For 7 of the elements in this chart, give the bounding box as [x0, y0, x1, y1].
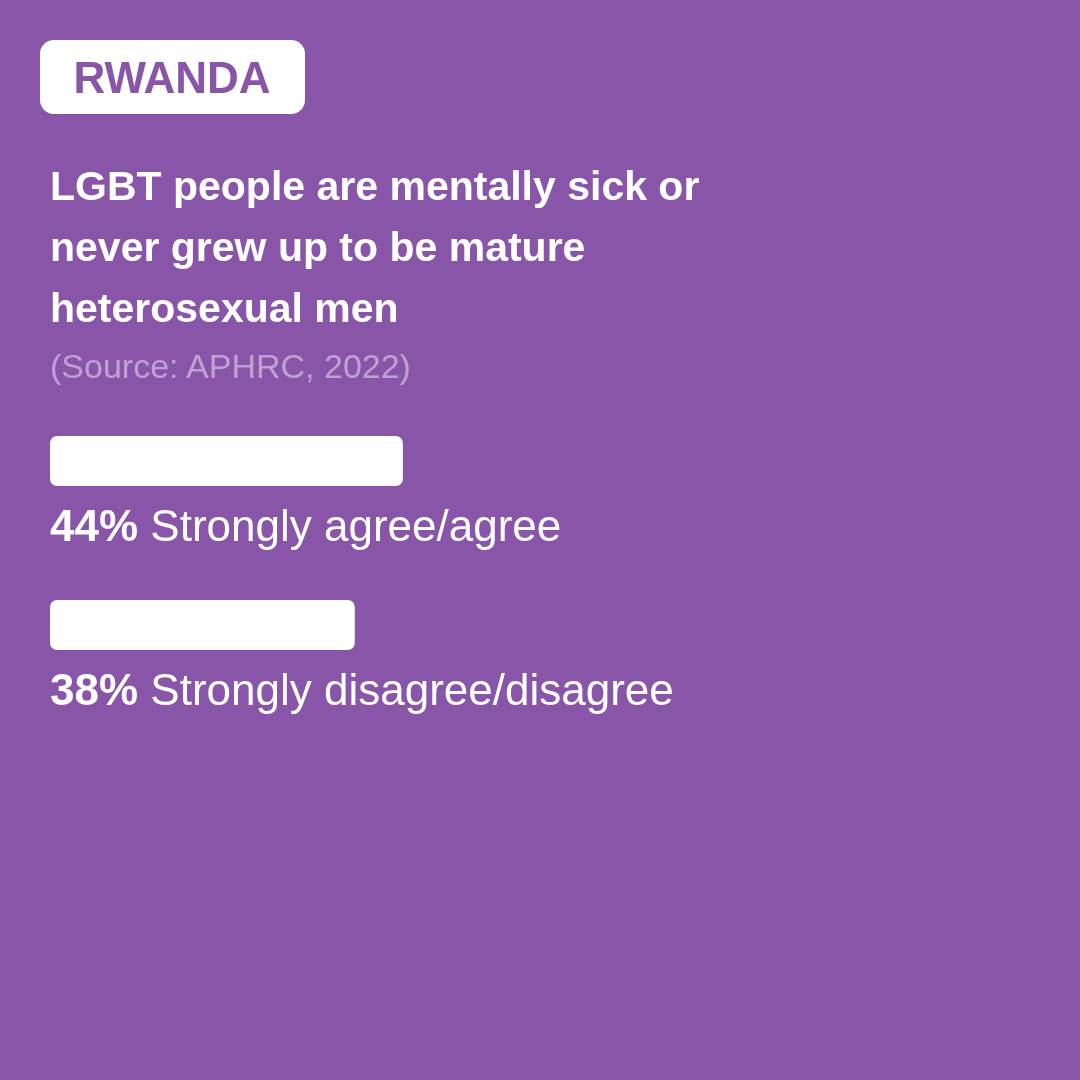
- text: (Source: APHRC, 2022): [50, 347, 411, 385]
- text: RWANDA: [73, 53, 271, 102]
- chart-title: LGBT people are mentally sick or never grew up to be mature heterosexual men: [50, 163, 700, 331]
- data-label: 38%: [50, 665, 139, 714]
- y-tick-label: Strongly disagree/disagree: [138, 665, 674, 714]
- data-label: 44%: [50, 501, 139, 550]
- y-tick-label: Strongly agree/agree: [138, 501, 562, 550]
